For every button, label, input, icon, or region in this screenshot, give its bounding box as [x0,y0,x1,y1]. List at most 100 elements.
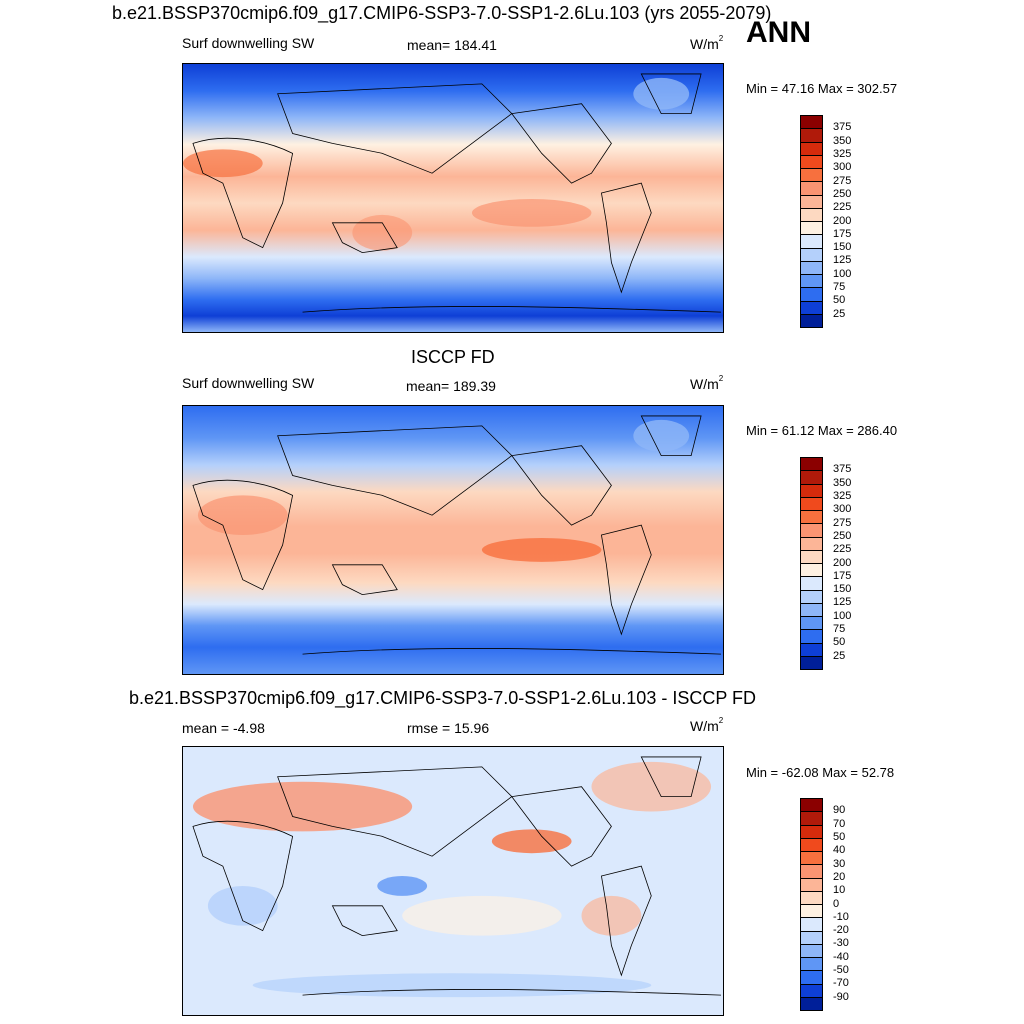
panel-3-colorbar [800,798,823,1011]
colorbar-segment [801,155,822,169]
colorbar-segment [801,235,822,249]
colorbar-tick-label: -10 [833,910,849,923]
colorbar-segment [801,891,822,905]
panel-2-coastlines [192,415,722,655]
colorbar-tick-label: 275 [833,174,852,187]
colorbar-tick-label: 10 [833,884,846,897]
colorbar-segment [801,275,822,289]
panel-2-mean-label: mean= 189.39 [406,378,496,394]
panel-3-title: b.e21.BSSP370cmip6.f09_g17.CMIP6-SSP3-7.… [129,688,757,708]
colorbar-segment [801,812,822,826]
colorbar-segment [801,129,822,143]
panel-3-coastlines [192,756,722,996]
colorbar-segment [801,550,822,564]
panel-3-units: W/m2 [690,716,724,734]
colorbar-segment [801,931,822,945]
panel-2-colorbar [800,457,823,670]
colorbar-segment [801,564,822,578]
colorbar-tick-label: 325 [833,489,852,502]
colorbar-tick-label: 40 [833,844,846,857]
colorbar-segment [801,617,822,631]
panel-1-minmax: Min = 47.16 Max = 302.57 [746,81,898,96]
colorbar-tick-label: 90 [833,804,846,817]
colorbar-tick-label: -70 [833,977,849,990]
colorbar-segment [801,537,822,551]
colorbar-segment [801,656,822,669]
colorbar-segment [801,984,822,998]
colorbar-tick-label: 30 [833,857,846,870]
panel-2-title: ISCCP FD [411,347,495,367]
colorbar-segment [801,997,822,1010]
colorbar-segment [801,497,822,511]
colorbar-segment [801,484,822,498]
colorbar-segment [801,944,822,958]
colorbar-tick-label: 375 [833,121,852,134]
colorbar-segment [801,918,822,932]
colorbar-tick-label: 325 [833,147,852,160]
panel-1-colorbar-ticks: 375 350 325 300 275 250 225 200 175 150 125 100 75 50… [833,115,873,328]
colorbar-tick-label: 350 [833,476,852,489]
colorbar-segment [801,630,822,644]
colorbar-segment [801,524,822,538]
colorbar-tick-label: 250 [833,529,852,542]
colorbar-segment [801,116,822,130]
colorbar-tick-label: 375 [833,463,852,476]
colorbar-tick-label: -30 [833,937,849,950]
colorbar-segment [801,261,822,275]
colorbar-segment [801,195,822,209]
colorbar-tick-label: 200 [833,214,852,227]
colorbar-segment [801,248,822,262]
colorbar-tick-label: -50 [833,964,849,977]
colorbar-tick-label: 100 [833,267,852,280]
colorbar-tick-label: 200 [833,556,852,569]
season-label: ANN [746,16,811,49]
colorbar-tick-label: 20 [833,870,846,883]
colorbar-segment [801,905,822,919]
colorbar-tick-label: 350 [833,134,852,147]
colorbar-tick-label: 275 [833,516,852,529]
panel-2-colorbar-ticks: 375 350 325 300 275 250 225 200 175 150 125 100 75 50… [833,457,873,670]
panel-2-map [182,405,724,675]
panel-2-field [183,406,723,674]
panel-1-field [183,64,723,332]
colorbar-tick-label: 125 [833,254,852,267]
colorbar-tick-label: 0 [833,897,840,910]
colorbar-segment [801,288,822,302]
colorbar-segment [801,852,822,866]
colorbar-tick-label: 75 [833,623,846,636]
colorbar-tick-label: 50 [833,636,846,649]
colorbar-segment [801,590,822,604]
colorbar-tick-label: 150 [833,241,852,254]
colorbar-tick-label: 175 [833,227,852,240]
colorbar-segment [801,825,822,839]
colorbar-segment [801,169,822,183]
colorbar-segment [801,314,822,327]
panel-3-minmax: Min = -62.08 Max = 52.78 [746,765,895,780]
colorbar-tick-label: 175 [833,569,852,582]
colorbar-tick-label: 70 [833,817,846,830]
panel-3-colorbar-ticks: 90 70 50 40 30 20 10 0 -10 -20 -30 -40 -50 -70 -90 [833,798,873,1011]
colorbar-segment [801,838,822,852]
panel-2-units: W/m2 [690,374,724,392]
panel-2-variable-label: Surf downwelling SW [182,375,315,391]
colorbar-tick-label: 150 [833,583,852,596]
colorbar-tick-label: 225 [833,543,852,556]
panel-3-mean-label: mean = -4.98 [182,720,265,736]
colorbar-segment [801,471,822,485]
panel-1-units: W/m2 [690,34,724,52]
colorbar-tick-label: -90 [833,990,849,1003]
panel-1-title: b.e21.BSSP370cmip6.f09_g17.CMIP6-SSP3-7.… [112,3,772,23]
colorbar-segment [801,971,822,985]
panel-2-minmax: Min = 61.12 Max = 286.40 [746,423,898,438]
panel-1-mean-label: mean= 184.41 [407,37,497,53]
colorbar-segment [801,458,822,472]
colorbar-tick-label: 300 [833,161,852,174]
colorbar-tick-label: 225 [833,201,852,214]
colorbar-segment [801,301,822,315]
panel-1-colorbar [800,115,823,328]
panel-3-map [182,746,724,1016]
colorbar-segment [801,878,822,892]
colorbar-segment [801,603,822,617]
colorbar-segment [801,958,822,972]
colorbar-segment [801,577,822,591]
